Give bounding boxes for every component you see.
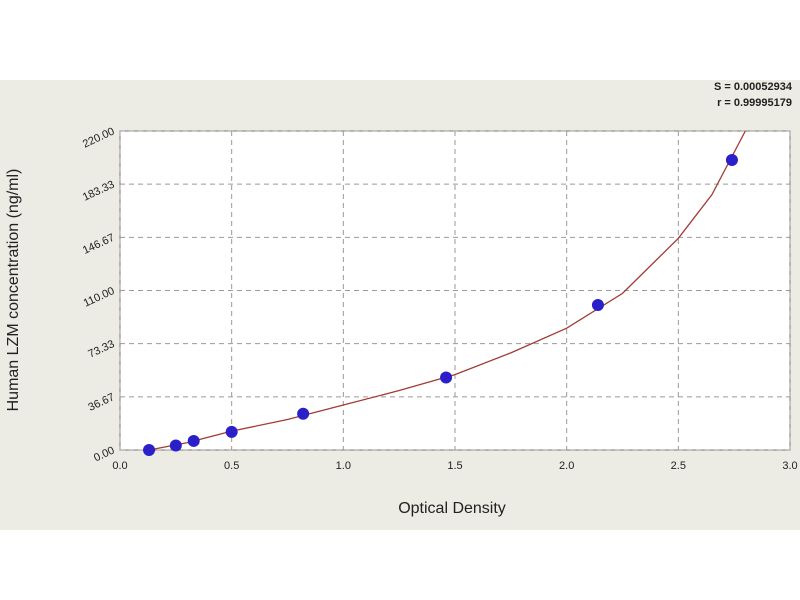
- data-point: [725, 154, 738, 166]
- x-tick-label: 3.0: [782, 460, 797, 472]
- x-tick-label: 2.5: [671, 460, 686, 472]
- data-point: [225, 425, 238, 438]
- y-axis-label: Human LZM concentration (ng/ml): [5, 169, 22, 412]
- data-point: [440, 371, 453, 384]
- x-tick-label: 1.5: [447, 460, 462, 472]
- data-point: [591, 299, 604, 311]
- data-point: [187, 434, 200, 447]
- x-tick-label: 0.5: [224, 460, 239, 472]
- x-tick-label: 2.0: [559, 460, 574, 472]
- annotation: S = 0.00052934: [714, 81, 793, 93]
- x-axis-label: Optical Density: [398, 500, 506, 517]
- data-point: [143, 444, 156, 456]
- annotation: r = 0.99995179: [717, 97, 792, 109]
- x-tick-label: 1.0: [336, 460, 351, 472]
- data-point: [169, 439, 182, 452]
- x-tick-label: 0.0: [112, 460, 127, 472]
- data-point: [297, 407, 310, 420]
